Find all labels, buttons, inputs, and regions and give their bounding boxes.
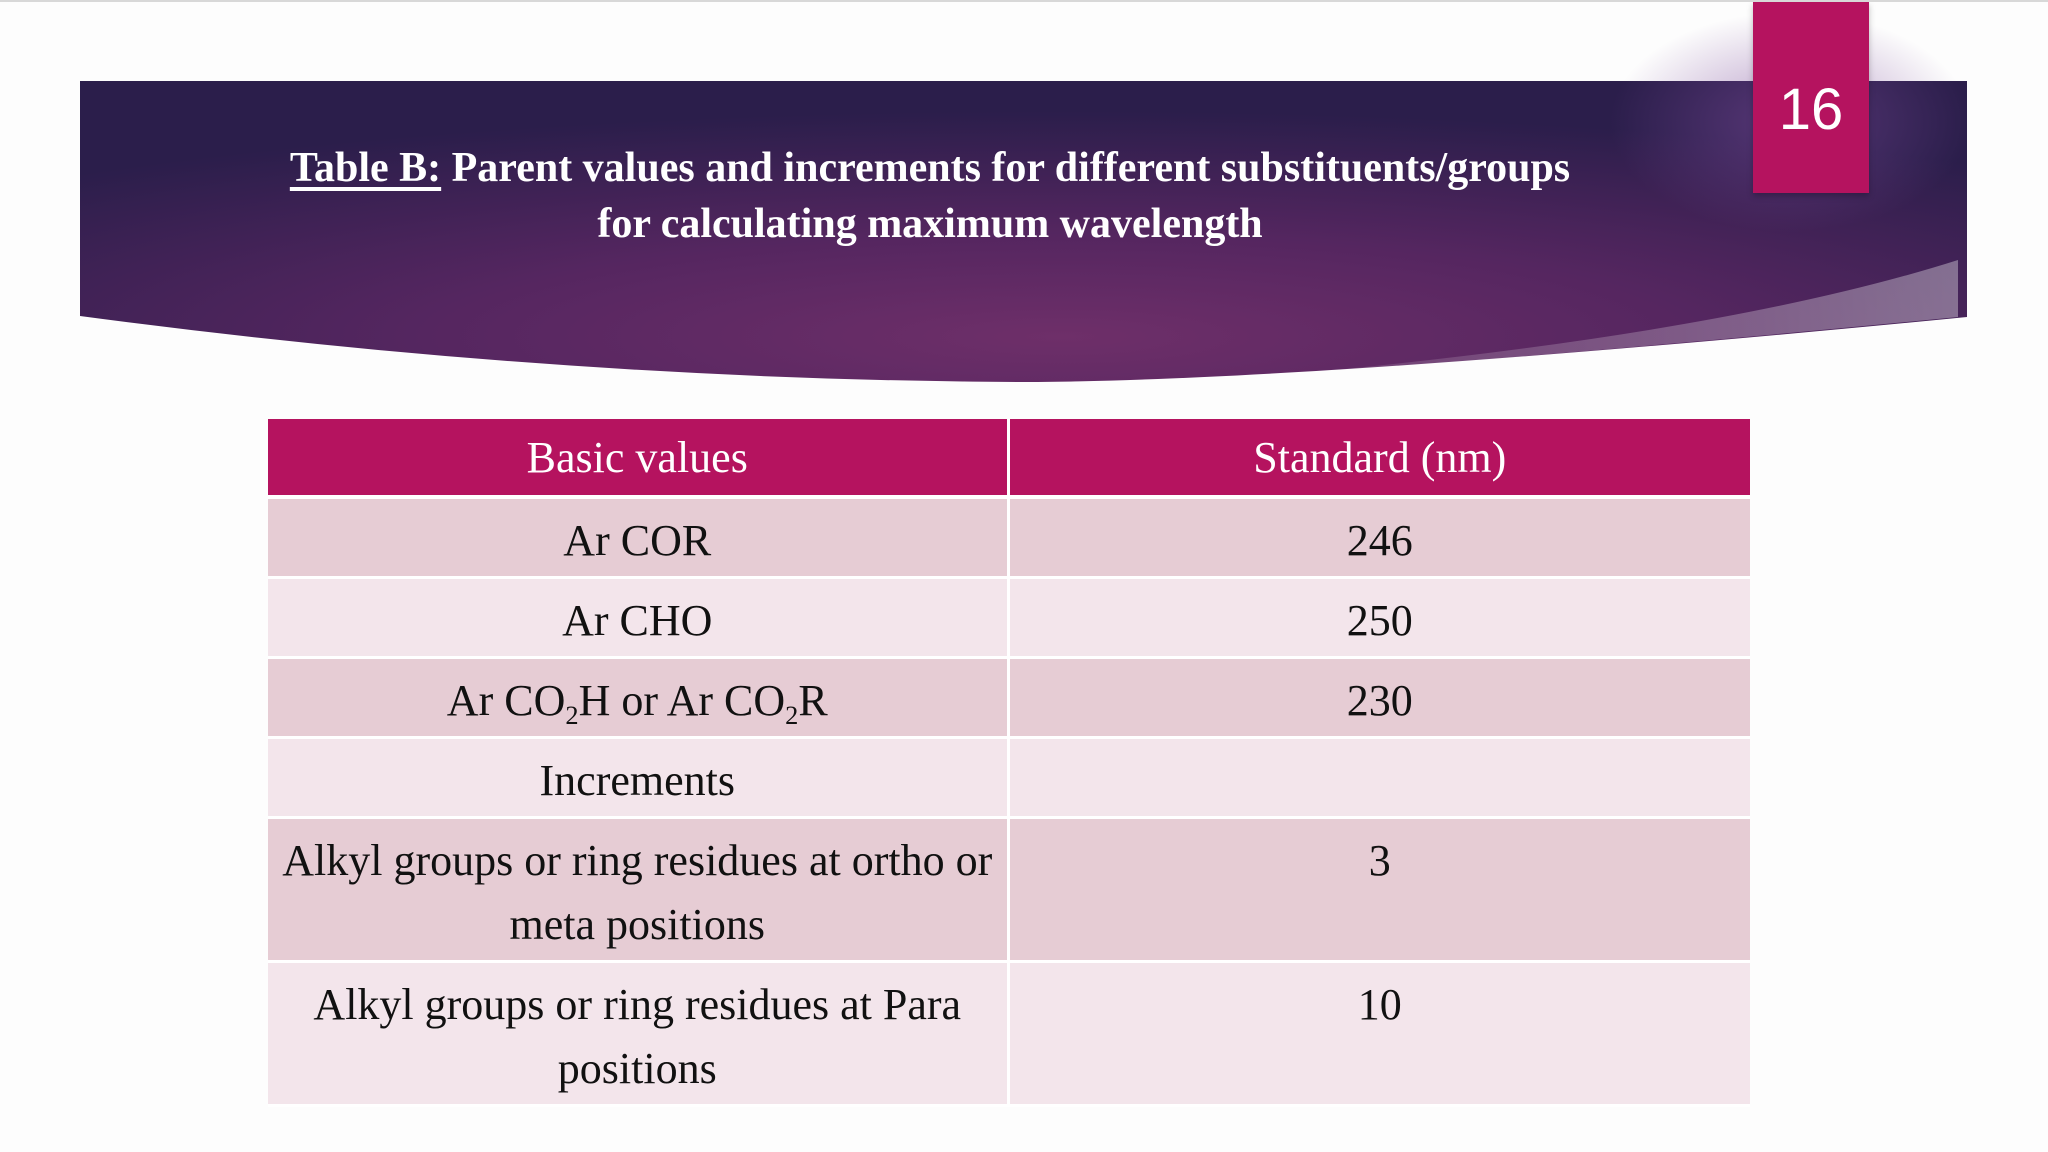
subscript: 2 xyxy=(785,699,799,730)
title-line-1: Parent values and increments for differe… xyxy=(441,145,1571,191)
row-value: 230 xyxy=(1008,657,1750,739)
table-header-row: Basic values Standard (nm) xyxy=(268,419,1750,499)
wavelength-table: Basic values Standard (nm) Ar COR 246 Ar… xyxy=(268,419,1750,1107)
row-label: Alkyl groups or ring residues at ortho o… xyxy=(268,817,1010,963)
row-value: 10 xyxy=(1008,961,1750,1107)
label-part: Ar CO xyxy=(446,675,566,725)
table-row: Alkyl groups or ring residues at Para po… xyxy=(268,961,1750,1107)
row-value xyxy=(1008,737,1750,819)
column-header-standard: Standard (nm) xyxy=(1008,419,1750,499)
title-line-2: for calculating maximum wavelength xyxy=(597,201,1263,247)
table-row: Ar COR 246 xyxy=(268,497,1750,579)
subscript: 2 xyxy=(565,699,579,730)
row-label: Increments xyxy=(268,737,1010,819)
table-row: Ar CHO 250 xyxy=(268,577,1750,659)
table-row: Ar CO2H or Ar CO2R 230 xyxy=(268,657,1750,739)
column-header-basic-values: Basic values xyxy=(268,419,1010,499)
row-value: 246 xyxy=(1008,497,1750,579)
table-row: Alkyl groups or ring residues at ortho o… xyxy=(268,817,1750,963)
title-label: Table B: xyxy=(289,145,442,191)
table-row: Increments xyxy=(268,737,1750,819)
slide-number: 16 xyxy=(1778,77,1844,142)
row-label: Alkyl groups or ring residues at Para po… xyxy=(268,961,1010,1107)
slide-title: Table B: Parent values and increments fo… xyxy=(180,140,1680,252)
row-label: Ar CO2H or Ar CO2R xyxy=(268,657,1010,739)
row-label: Ar COR xyxy=(268,497,1010,579)
row-label: Ar CHO xyxy=(268,577,1010,659)
slide-number-tab: 16 xyxy=(1753,2,1869,193)
label-part: H or Ar CO xyxy=(578,675,786,725)
row-value: 3 xyxy=(1008,817,1750,963)
label-part: R xyxy=(798,675,828,725)
row-value: 250 xyxy=(1008,577,1750,659)
